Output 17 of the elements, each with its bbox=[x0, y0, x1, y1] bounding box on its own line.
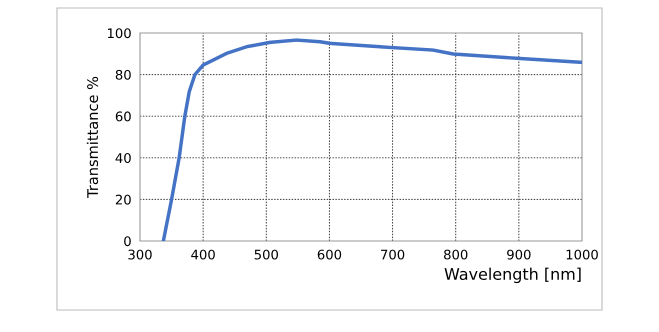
x-tick-label: 400 bbox=[191, 250, 215, 260]
line-series bbox=[162, 38, 582, 241]
y-tick-label: 80 bbox=[116, 70, 131, 80]
x-tick-label: 800 bbox=[444, 250, 468, 260]
y-tick-label: 0 bbox=[124, 236, 131, 246]
y-axis-title: Transmittance % bbox=[86, 76, 98, 198]
x-tick-label: 700 bbox=[381, 250, 404, 260]
x-tick-label: 900 bbox=[507, 250, 531, 260]
x-tick-label: 300 bbox=[128, 250, 152, 260]
x-tick-label: 500 bbox=[254, 250, 278, 260]
y-tick-label: 20 bbox=[116, 194, 131, 205]
y-tick-label: 100 bbox=[108, 28, 131, 38]
x-tick-label: 1000 bbox=[566, 250, 598, 260]
y-tick-label: 40 bbox=[116, 153, 131, 163]
y-tick-label: 60 bbox=[116, 111, 131, 122]
x-tick-label: 600 bbox=[318, 250, 342, 260]
x-axis-title: Wavelength [nm] bbox=[444, 268, 581, 284]
